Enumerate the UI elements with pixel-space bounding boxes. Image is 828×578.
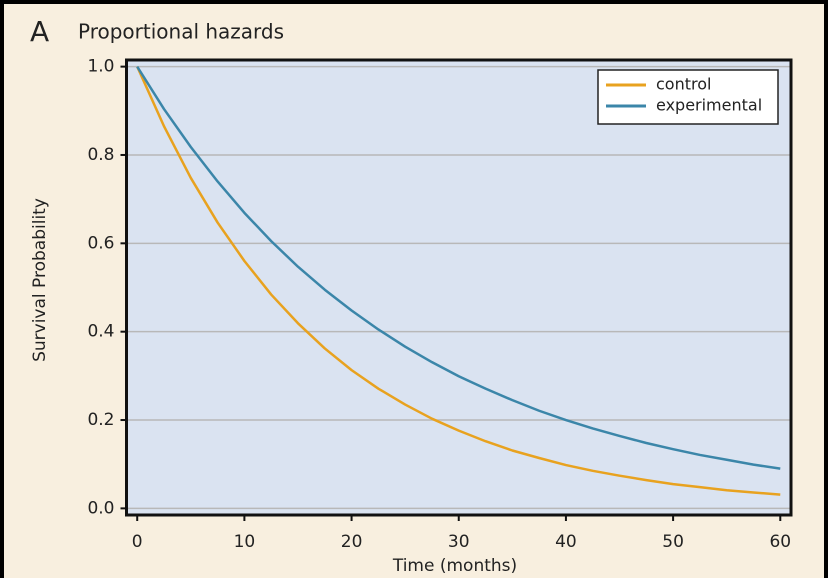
legend-box <box>597 69 779 125</box>
plot-area <box>126 60 791 515</box>
x-tick-label: 60 <box>769 532 791 552</box>
chart-title: Proportional hazards <box>78 20 284 44</box>
x-tick-label: 0 <box>132 532 143 552</box>
series-line <box>136 66 781 496</box>
x-axis-label: Time (months) <box>392 556 517 576</box>
legend-label: control <box>656 75 711 94</box>
x-tick-label: 30 <box>448 532 470 552</box>
y-tick-label: 0.8 <box>87 145 114 165</box>
x-tick-label: 40 <box>555 532 577 552</box>
panel-label: A <box>30 15 49 48</box>
x-tick-label: 50 <box>662 532 684 552</box>
lines <box>136 65 781 496</box>
y-tick-label: 0.4 <box>87 322 114 342</box>
legend-label: experimental <box>656 96 762 115</box>
y-tick-label: 0.0 <box>87 498 114 518</box>
y-tick-label: 0.6 <box>87 233 114 253</box>
x-tick-label: 10 <box>234 532 256 552</box>
y-tick-label: 1.0 <box>87 57 114 77</box>
x-tick-label: 20 <box>341 532 363 552</box>
series-line <box>136 65 781 470</box>
y-tick-label: 0.2 <box>87 410 114 430</box>
y-axis-label: Survival Probability <box>30 198 50 362</box>
grid <box>126 65 791 510</box>
legend: control experimental <box>597 69 779 125</box>
